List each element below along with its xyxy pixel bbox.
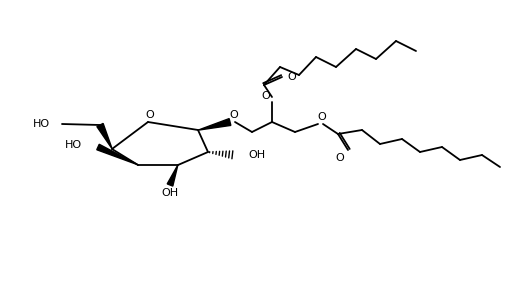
Text: O: O [318,112,326,122]
Polygon shape [167,165,178,186]
Text: O: O [288,72,296,82]
Polygon shape [97,123,112,149]
Text: OH: OH [248,150,265,160]
Text: O: O [145,110,155,120]
Polygon shape [198,119,231,130]
Text: O: O [262,91,270,101]
Text: HO: HO [65,140,82,150]
Text: OH: OH [162,188,179,198]
Polygon shape [97,144,138,165]
Text: O: O [230,110,238,120]
Text: HO: HO [33,119,50,129]
Text: O: O [336,153,344,163]
